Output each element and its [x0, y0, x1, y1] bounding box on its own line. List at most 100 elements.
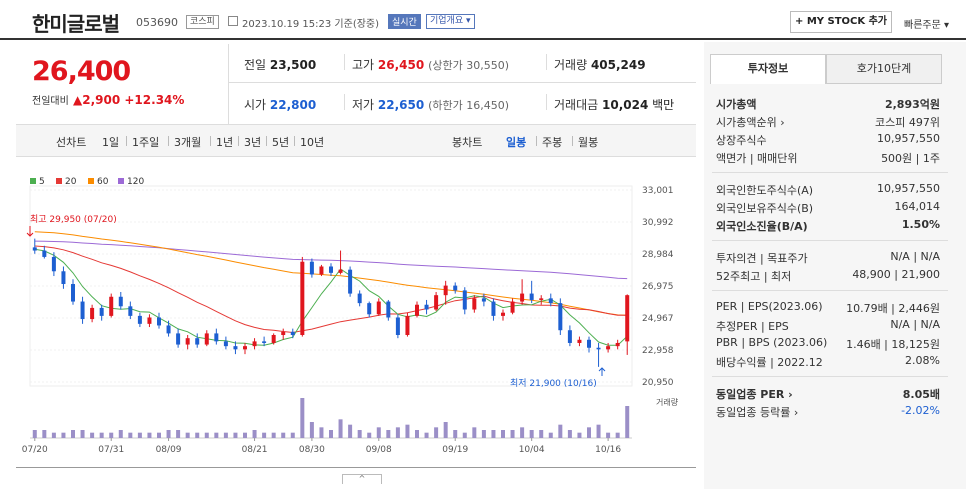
tab-1year[interactable]: 1년 [216, 136, 234, 149]
tab-3year[interactable]: 3년 [244, 136, 262, 149]
tab-line-chart[interactable]: 선차트 [56, 136, 87, 149]
volume-bar [481, 430, 486, 438]
realtime-badge[interactable]: 실시간 [388, 14, 421, 29]
volume: 거래량 405,249 [554, 58, 646, 72]
candle [233, 346, 238, 350]
candle [118, 296, 123, 307]
candle [42, 250, 47, 257]
tab-5year[interactable]: 5년 [272, 136, 290, 149]
info-key: 외국인소진율(B/A) [716, 220, 808, 233]
y-tick-label: 24,967 [642, 314, 674, 324]
info-value: 164,014 [894, 200, 941, 213]
price-change: 전일대비 ▲2,900 +12.34% [32, 92, 184, 107]
info-value: 8.05배 [902, 388, 940, 401]
tab-investment-info[interactable]: 투자정보 [710, 54, 826, 84]
candle [558, 303, 563, 331]
volume-bar [491, 430, 496, 438]
price-chart[interactable]: 33,001 30,992 28,984 26,975 24,967 22,958 20,9… [0, 0, 700, 470]
chart-collapse-button[interactable]: ^ [342, 474, 382, 484]
info-key: 시가총액 [716, 98, 757, 111]
tab-weekly[interactable]: 주봉 [542, 136, 563, 149]
volume-bar [357, 430, 362, 438]
tab-3month[interactable]: 3개월 [174, 136, 202, 149]
candle [548, 298, 553, 304]
legend-ma120: 120 [118, 177, 144, 187]
volume-bar [51, 432, 56, 438]
candle [195, 338, 200, 345]
volume-bar [615, 432, 620, 438]
tab-1day[interactable]: 1일 [102, 136, 120, 149]
volume-bar [243, 432, 247, 438]
candle [367, 303, 372, 315]
candle [481, 298, 486, 302]
x-tick-label: 07/31 [98, 445, 124, 455]
candle [606, 346, 611, 350]
info-key: PBR | BPS (2023.06) [716, 336, 828, 349]
trade-amount: 거래대금 10,024 백만 [554, 98, 675, 112]
candle [529, 293, 534, 300]
candle [424, 304, 429, 310]
info-value: 48,900 | 21,900 [852, 268, 940, 281]
candle [539, 298, 544, 300]
change-value: ▲2,900 [73, 93, 121, 107]
ma5-line [34, 248, 628, 346]
volume-bar [462, 432, 467, 438]
volume-bar [290, 432, 295, 438]
info-value: 코스피 497위 [875, 116, 940, 129]
candle [434, 295, 439, 310]
volume-bar [118, 430, 123, 438]
info-key: PER | EPS(2023.06) [716, 300, 823, 313]
volume-bar [109, 432, 114, 438]
info-value: -2.02% [901, 404, 940, 417]
tab-daily[interactable]: 일봉 [506, 136, 527, 149]
stock-code: 053690 [136, 16, 178, 29]
add-mystock-button[interactable]: + MY STOCK 추가 [790, 11, 892, 33]
volume-bar [567, 430, 572, 438]
candle [443, 285, 448, 296]
company-overview-button[interactable]: 기업개요 ▾ [426, 14, 475, 29]
candle [376, 301, 381, 315]
volume-bar [281, 432, 286, 438]
investment-info-panel: 투자정보 호가10단계 시가총액 2,893억원 시가총액순위 › 코스피 497위 상… [704, 42, 966, 489]
tab-1week[interactable]: 1주일 [132, 136, 160, 149]
tab-hoga-10[interactable]: 호가10단계 [826, 54, 942, 84]
tab-monthly[interactable]: 월봉 [578, 136, 599, 149]
x-tick-label: 10/16 [595, 445, 621, 455]
volume-bar [90, 432, 95, 438]
high-price: 고가 26,450 (상한가 30,550) [352, 58, 509, 72]
volume-bar [577, 432, 582, 438]
quote-datetime: 2023.10.19 15:23 기준(장중) [242, 19, 380, 30]
volume-bar [166, 430, 171, 438]
low-annotation: 최저 21,900 (10/16) [510, 378, 597, 389]
tab-candle-chart[interactable]: 봉차트 [452, 136, 483, 149]
volume-bar [367, 432, 372, 438]
x-tick-label: 08/30 [299, 445, 325, 455]
volume-bar [147, 432, 152, 438]
volume-bar [539, 430, 544, 438]
tab-10year[interactable]: 10년 [300, 136, 325, 149]
divider [228, 44, 229, 124]
volume-bar [319, 427, 324, 438]
y-tick-label: 22,958 [642, 346, 674, 356]
x-tick-label: 09/19 [442, 445, 468, 455]
candle [223, 341, 228, 347]
quick-order-button[interactable]: 빠른주문 ▾ [904, 20, 949, 31]
info-key: 52주최고 | 최저 [716, 270, 792, 283]
info-value: 2,893억원 [884, 98, 940, 111]
candle [166, 325, 171, 334]
info-key: 추정PER | EPS [716, 320, 789, 333]
candle [615, 342, 620, 347]
candle [176, 333, 181, 345]
info-value: 10,957,550 [877, 182, 940, 195]
candle [271, 334, 276, 343]
candle [281, 331, 286, 335]
volume-bar [185, 432, 190, 438]
volume-bar [520, 427, 525, 438]
divider [712, 290, 948, 291]
y-tick-label: 20,950 [642, 378, 674, 388]
info-key: 외국인한도주식수(A) [716, 184, 814, 197]
volume-label: 거래량 [656, 397, 679, 407]
candle [510, 301, 515, 313]
x-tick-label: 07/20 [22, 445, 48, 455]
volume-bar [453, 430, 458, 438]
